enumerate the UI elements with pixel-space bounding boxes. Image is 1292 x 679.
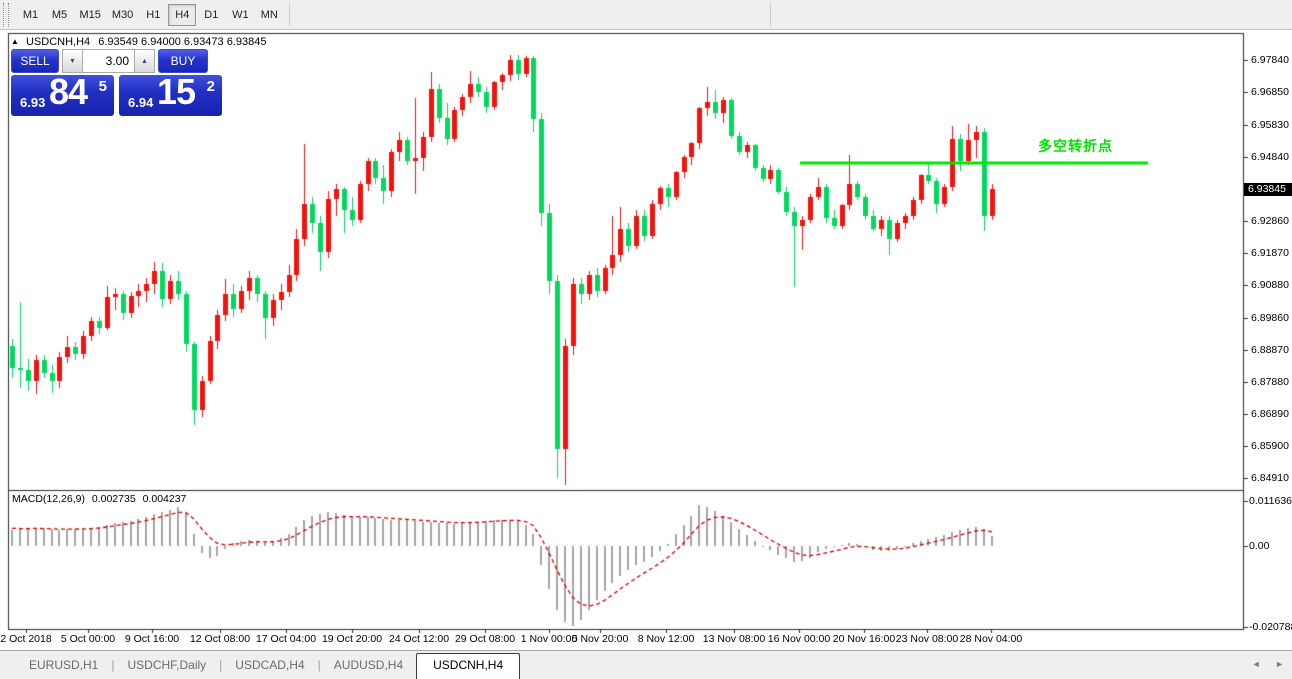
tab-separator: | — [317, 658, 321, 672]
price-axis-label: 6.91870 — [1251, 246, 1289, 259]
volume-increase-button[interactable]: ▲ — [134, 49, 155, 73]
volume-input[interactable] — [83, 49, 134, 73]
buy-price-box[interactable]: 6.94 15 2 — [119, 71, 222, 116]
time-axis-label: 13 Nov 08:00 — [702, 633, 766, 645]
annotation-text: 多空转折点 — [1038, 138, 1113, 154]
timeframe-button-w1[interactable]: W1 — [226, 4, 254, 26]
price-axis-label: 6.87880 — [1251, 375, 1289, 388]
timeframe-button-m15[interactable]: M15 — [75, 4, 106, 26]
toolbar-separator — [288, 3, 290, 26]
macd-scale-label: 0.011636 — [1249, 494, 1292, 507]
chart-tab-eurusd-h1[interactable]: EURUSD,H1 — [29, 658, 99, 672]
macd-scale-label: -0.020788 — [1249, 620, 1292, 633]
time-axis-label: 20 Nov 16:00 — [832, 633, 896, 645]
tab-separator: | — [219, 658, 223, 672]
time-axis-label: 28 Nov 04:00 — [959, 633, 1023, 645]
macd-value: 0.002735 — [91, 493, 136, 505]
symbol-collapse-icon[interactable]: ▲ — [11, 37, 19, 46]
time-axis-label: 5 Nov 20:00 — [571, 633, 629, 645]
price-axis-label: 6.84910 — [1251, 471, 1289, 484]
time-axis-label: 16 Nov 00:00 — [767, 633, 831, 645]
time-axis-label: 19 Oct 20:00 — [321, 633, 383, 645]
sell-price-box[interactable]: 6.93 84 5 — [11, 71, 114, 116]
tab-scroll-right-icon[interactable]: ► — [1275, 659, 1284, 669]
timeframe-button-mn[interactable]: MN — [255, 4, 283, 26]
toolbar-separator-2 — [770, 3, 771, 26]
chart-tab-usdcnh-h4[interactable]: USDCNH,H4 — [416, 653, 521, 679]
time-axis-label: 23 Nov 08:00 — [895, 633, 959, 645]
timeframe-button-d1[interactable]: D1 — [197, 4, 225, 26]
toolbar-grip[interactable] — [3, 2, 9, 27]
buy-button[interactable]: BUY — [158, 49, 208, 73]
price-axis-label: 6.97840 — [1251, 54, 1289, 66]
chevron-down-icon: ▼ — [69, 57, 76, 65]
macd-indicator-label: MACD(12,26,9) 0.002735 0.004237 — [12, 493, 186, 505]
volume-stepper: ▼ ▲ — [62, 49, 155, 73]
symbol-name: USDCNH,H4 — [25, 36, 91, 48]
sell-price-point: 5 — [98, 78, 107, 95]
price-axis-label: 6.94840 — [1251, 150, 1289, 163]
time-axis-label: 2 Oct 2018 — [0, 633, 52, 645]
tab-scroll-left-icon[interactable]: ◄ — [1251, 659, 1261, 669]
time-axis-label: 29 Oct 08:00 — [454, 633, 516, 645]
time-axis-label: 17 Oct 04:00 — [255, 633, 317, 645]
time-axis-label: 5 Oct 00:00 — [60, 633, 116, 645]
sell-price-prefix: 6.93 — [20, 95, 46, 110]
macd-name: MACD(12,26,9) — [12, 493, 85, 505]
price-axis-label: 6.89860 — [1251, 311, 1289, 324]
symbol-header: ▲ USDCNH,H4 6.93549 6.94000 6.93473 6.93… — [11, 36, 266, 48]
price-axis-label: 6.90880 — [1251, 278, 1289, 291]
timeframe-button-h1[interactable]: H1 — [139, 4, 167, 26]
price-axis-label: 6.92860 — [1251, 214, 1289, 227]
tab-scroll-buttons: ◄ ► — [1240, 659, 1284, 669]
price-axis-label: 6.88870 — [1251, 343, 1289, 356]
time-axis-label: 8 Nov 12:00 — [637, 633, 695, 645]
buy-price-prefix: 6.94 — [128, 95, 154, 110]
timeframe-button-m1[interactable]: M1 — [17, 4, 45, 26]
time-axis-label: 1 Nov 00:00 — [520, 633, 578, 645]
current-price-badge: 6.93845 — [1244, 182, 1292, 196]
chevron-up-icon: ▲ — [141, 57, 148, 65]
price-axis-label: 6.85900 — [1251, 439, 1289, 452]
price-axis-label: 6.86890 — [1251, 407, 1289, 420]
chart-tab-audusd-h4[interactable]: AUDUSD,H4 — [333, 658, 404, 672]
chart-tab-usdcad-h4[interactable]: USDCAD,H4 — [235, 658, 305, 672]
symbol-ohlc: 6.93549 6.94000 6.93473 6.93845 — [98, 36, 267, 48]
timeframe-button-m30[interactable]: M30 — [107, 4, 138, 26]
chart-tabs-bar: EURUSD,H1 | USDCHF,Daily | USDCAD,H4 | AUDUSD,… — [0, 650, 1292, 679]
time-axis-label: 24 Oct 12:00 — [388, 633, 450, 645]
buy-price-point: 2 — [206, 78, 215, 95]
time-axis-label: 9 Oct 16:00 — [124, 633, 180, 645]
macd-signal-value: 0.004237 — [142, 493, 187, 505]
timeframe-button-h4[interactable]: H4 — [168, 3, 197, 26]
tab-separator: | — [111, 658, 115, 672]
volume-decrease-button[interactable]: ▼ — [62, 49, 83, 73]
timeframe-toolbar: M1 M5 M15 M30 H1 H4 D1 W1 MN — [0, 0, 1292, 30]
one-click-trading-panel: SELL ▼ ▲ BUY 6.93 84 5 6.94 15 2 — [11, 49, 226, 116]
chart-tab-usdchf-daily[interactable]: USDCHF,Daily — [127, 658, 207, 672]
macd-scale-label: 0.00 — [1249, 540, 1270, 552]
buy-price-pips: 15 — [157, 71, 196, 112]
sell-button[interactable]: SELL — [11, 49, 59, 73]
timeframe-button-m5[interactable]: M5 — [46, 4, 74, 26]
time-axis-label: 12 Oct 08:00 — [189, 633, 251, 645]
sell-price-pips: 84 — [49, 71, 88, 112]
price-axis-label: 6.95830 — [1251, 118, 1289, 131]
price-axis-label: 6.96850 — [1251, 85, 1289, 98]
